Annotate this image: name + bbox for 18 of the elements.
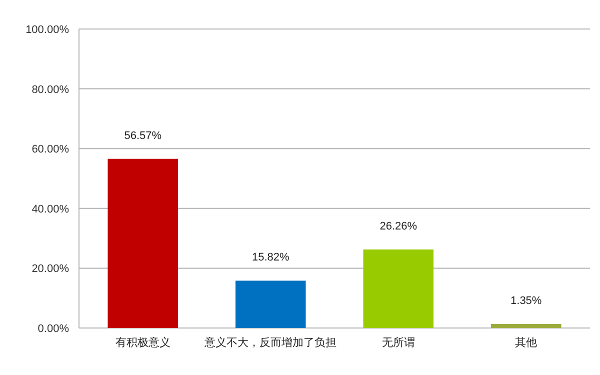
- data-label: 56.57%: [124, 130, 162, 142]
- data-label: 1.35%: [510, 294, 542, 307]
- y-tick-label: 0.00%: [38, 323, 70, 335]
- bar: [235, 280, 306, 328]
- data-label: 26.26%: [380, 220, 418, 232]
- bar: [490, 324, 562, 328]
- x-tick-label: 其他: [515, 336, 538, 349]
- y-tick-label: 40.00%: [32, 203, 70, 216]
- x-tick-label: 有积极意义: [115, 336, 170, 349]
- data-label: 15.82%: [252, 252, 290, 264]
- y-tick-label: 20.00%: [32, 263, 70, 276]
- y-tick-label: 60.00%: [32, 144, 70, 156]
- bar: [108, 158, 178, 328]
- x-tick-label: 意义不大，反而增加了负担: [204, 336, 337, 349]
- y-tick-label: 80.00%: [32, 84, 70, 96]
- y-tick-label: 100.00%: [26, 24, 70, 36]
- bar: [363, 249, 434, 328]
- x-tick-label: 无所谓: [382, 336, 415, 349]
